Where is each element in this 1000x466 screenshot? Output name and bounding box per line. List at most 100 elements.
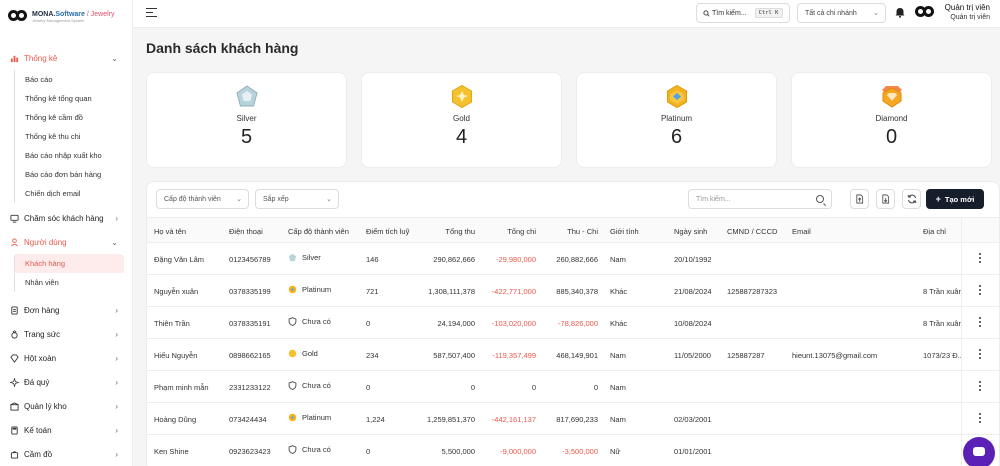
cell-expense: -442,161,137 (491, 415, 536, 424)
table-row[interactable]: Nguyễn xuân 0378335199 Platinum 721 1,308,11… (147, 275, 999, 307)
col-id-number[interactable]: CMND / CCCD (727, 227, 778, 236)
sidebar-item-users[interactable]: Người dùng ⌄ (0, 230, 132, 254)
sidebar-item-accounting[interactable]: Kế toán › (0, 418, 132, 442)
export-button[interactable] (876, 189, 895, 209)
diamond-icon (9, 353, 19, 363)
cell-points: 0 (366, 383, 371, 392)
cell-net: -3,500,000 (562, 447, 598, 456)
col-gender[interactable]: Giới tính (610, 227, 639, 236)
submenu-item-email-campaign[interactable]: Chiến dịch email (14, 184, 132, 203)
table-row[interactable]: Ken Shine 0923623423 Chưa có 0 5,500,000 -9,0… (147, 435, 999, 466)
chart-icon (9, 53, 19, 63)
col-birthday[interactable]: Ngày sinh (674, 227, 708, 236)
more-vertical-icon[interactable] (979, 349, 983, 361)
more-vertical-icon[interactable] (979, 253, 983, 265)
cell-name: Phạm minh mẫn (154, 383, 209, 392)
col-address[interactable]: Địa chỉ (923, 227, 946, 236)
sort-label: Sắp xếp (263, 195, 289, 203)
col-net[interactable]: Thu - Chi (567, 227, 598, 236)
table-row[interactable]: Thiên Trần 0378335191 Chưa có 0 24,194,000 -1… (147, 307, 999, 339)
submenu-item-pawn-stats[interactable]: Thống kê cầm đồ (14, 108, 132, 127)
shield-icon (288, 317, 297, 326)
cell-expense: -29,980,000 (495, 255, 536, 264)
global-search-button[interactable]: Tìm kiếm... Ctrl K (696, 3, 790, 23)
cell-birthday: 10/08/2024 (674, 319, 712, 328)
sidebar-item-stats[interactable]: Thống kê ⌄ (0, 46, 132, 70)
sidebar-item-diamonds[interactable]: Hột xoàn › (0, 346, 132, 370)
chevron-down-icon: ⌄ (111, 237, 118, 247)
submenu-item-customers[interactable]: Khách hàng (14, 254, 124, 273)
cell-id-number: 125887287323 (727, 287, 778, 296)
sidebar-item-label: Cầm đồ (24, 449, 53, 459)
refresh-button[interactable] (902, 189, 921, 209)
chevron-down-icon: ⌄ (111, 53, 118, 63)
document-icon (9, 305, 19, 315)
col-phone[interactable]: Điện thoại (229, 227, 263, 236)
col-points[interactable]: Điểm tích luỹ (366, 227, 410, 236)
tier-card-silver[interactable]: Silver 5 (146, 72, 347, 168)
submenu-item-overview[interactable]: Thống kê tổng quan (14, 89, 132, 108)
sidebar-item-label: Đơn hàng (24, 305, 60, 315)
tier-card-diamond[interactable]: Diamond 0 (791, 72, 992, 168)
monitor-icon (9, 213, 19, 223)
table-row[interactable]: Phạm minh mẫn 2331233122 Chưa có 0 0 0 0 Nam (147, 371, 999, 403)
menu-toggle-icon[interactable] (146, 8, 157, 20)
sidebar-item-pawn[interactable]: Cầm đồ › (0, 442, 132, 466)
col-name[interactable]: Họ và tên (154, 227, 187, 236)
more-vertical-icon[interactable] (979, 381, 983, 393)
create-customer-button[interactable]: + Tạo mới (926, 189, 984, 209)
submenu-item-sales-report[interactable]: Báo cáo đơn bán hàng (14, 165, 132, 184)
sidebar-item-jewelry[interactable]: Trang sức › (0, 322, 132, 346)
cell-expense: -422,771,000 (491, 287, 536, 296)
cell-tier: Gold (288, 349, 318, 358)
brand-logo[interactable]: MONA.Software / Jewelry Jewelry Manageme… (0, 0, 132, 28)
tier-card-gold[interactable]: Gold 4 (361, 72, 562, 168)
submenu-item-staff[interactable]: Nhân viên (14, 273, 132, 292)
sidebar-item-warehouse[interactable]: Quản lý kho › (0, 394, 132, 418)
sidebar-item-gemstones[interactable]: Đá quý › (0, 370, 132, 394)
cell-gender: Khác (610, 287, 628, 296)
tier-card-platinum[interactable]: Platinum 6 (576, 72, 777, 168)
cell-birthday: 01/01/2001 (674, 447, 712, 456)
table-row[interactable]: Đặng Văn Lâm 0123456789 Silver 146 290,862,6… (147, 243, 999, 275)
tier-name: Gold (453, 114, 470, 123)
cell-phone: 0123456789 (229, 255, 271, 264)
actions-cell (961, 243, 999, 274)
chat-widget-button[interactable] (963, 437, 995, 466)
bell-icon[interactable] (895, 7, 905, 18)
branch-select[interactable]: Tất cả chi nhánh ⌄ (797, 3, 886, 23)
submenu-item-income-expense[interactable]: Thống kê thu chi (14, 127, 132, 146)
shield-icon (288, 445, 297, 454)
cell-expense: -103,020,000 (491, 319, 536, 328)
table-search-input[interactable]: Tìm kiếm... (688, 189, 832, 209)
user-menu[interactable]: Quản trị viên Quản trị viên (940, 3, 990, 21)
cell-net: -78,826,000 (557, 319, 598, 328)
table-row[interactable]: Hoàng Dũng 073424434 Platinum 1,224 1,259,85… (147, 403, 999, 435)
gold-badge-icon (451, 84, 472, 109)
sidebar-item-customer-care[interactable]: Chăm sóc khách hàng › (0, 206, 132, 230)
sort-select[interactable]: Sắp xếp ⌄ (255, 189, 339, 209)
chevron-right-icon: › (115, 449, 118, 459)
sidebar-item-label: Thống kê (24, 53, 58, 63)
col-tier[interactable]: Cấp độ thành viên (288, 227, 349, 236)
cell-gender: Nam (610, 383, 626, 392)
user-avatar[interactable] (915, 4, 935, 20)
file-download-icon (882, 194, 890, 204)
col-email[interactable]: Email (792, 227, 811, 236)
customer-table-card: Cấp độ thành viên ⌄ Sắp xếp ⌄ Tìm kiếm..… (146, 181, 1000, 466)
table-row[interactable]: Hiếu Nguyễn 0898662165 Gold 234 587,507,400 -… (147, 339, 999, 371)
submenu-item-inventory-report[interactable]: Báo cáo nhập xuất kho (14, 146, 132, 165)
sidebar-item-orders[interactable]: Đơn hàng › (0, 298, 132, 322)
more-vertical-icon[interactable] (979, 285, 983, 297)
brand-name-3: Jewelry (90, 11, 115, 18)
submenu-item-reports[interactable]: Báo cáo (14, 70, 132, 89)
tier-filter-select[interactable]: Cấp độ thành viên ⌄ (156, 189, 249, 209)
col-revenue[interactable]: Tổng thu (445, 227, 475, 236)
col-expense[interactable]: Tổng chi (507, 227, 536, 236)
brand-sep: / (84, 11, 91, 18)
cell-name: Đặng Văn Lâm (154, 255, 205, 264)
import-button[interactable] (850, 189, 869, 209)
tier-filter-label: Cấp độ thành viên (164, 195, 221, 203)
more-vertical-icon[interactable] (979, 317, 983, 329)
more-vertical-icon[interactable] (979, 413, 983, 425)
